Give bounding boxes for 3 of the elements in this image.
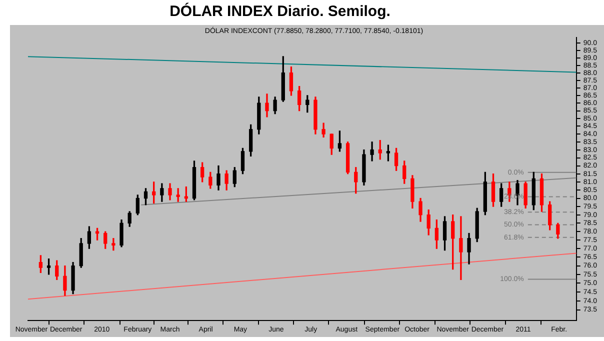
candlestick [112, 238, 116, 251]
chart-title: DÓLAR INDEX Diario. Semilog. [168, 3, 392, 20]
candlestick [459, 216, 463, 280]
